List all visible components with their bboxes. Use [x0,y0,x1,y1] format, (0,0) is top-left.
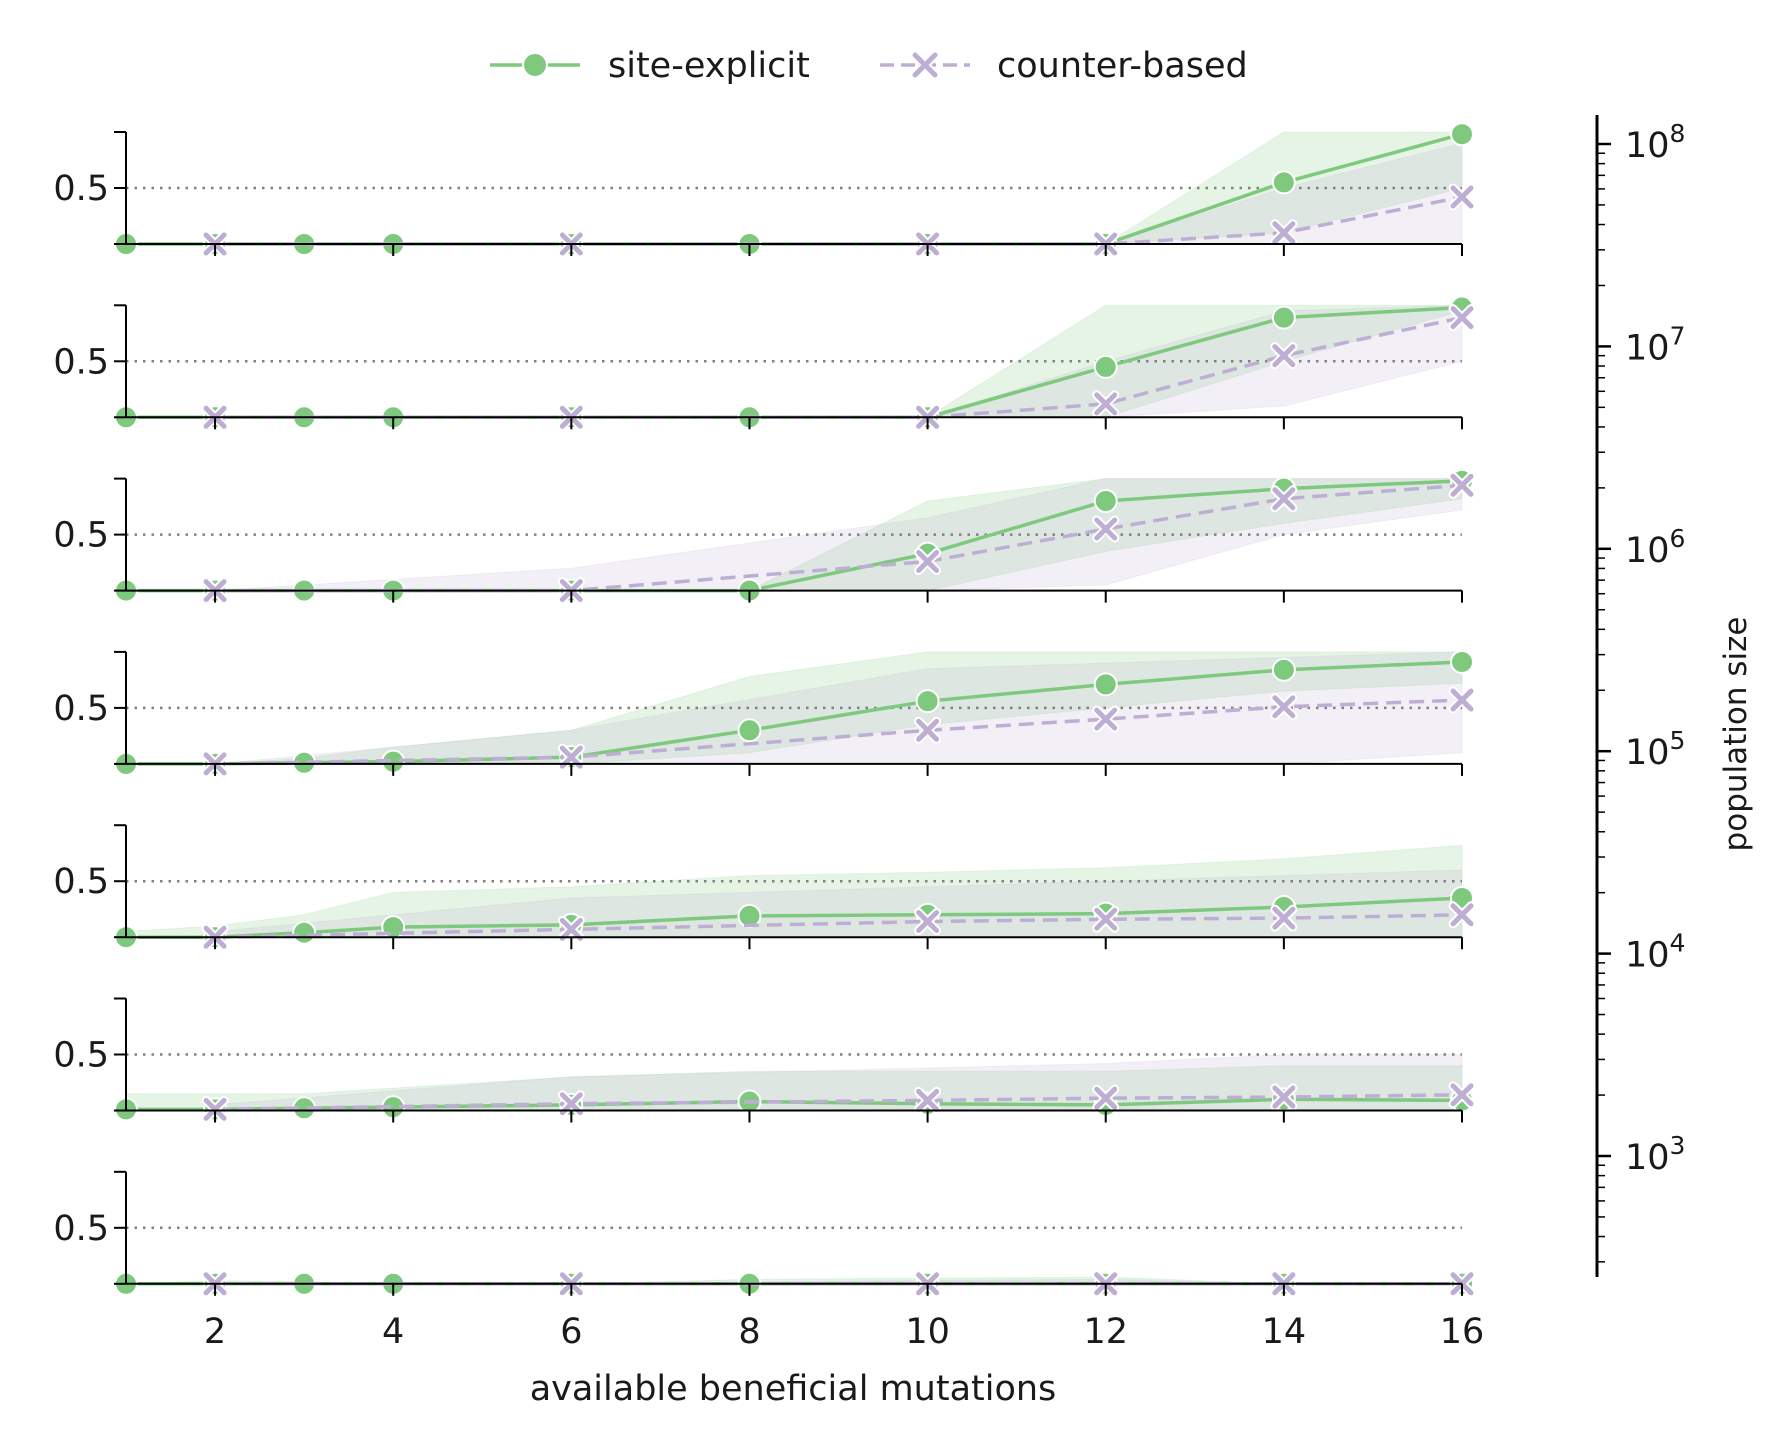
counter-based-point [1448,1081,1476,1109]
population-size-axis: 108 107 106 105 104 103 [1595,115,1685,1277]
counter-based-point [1270,342,1298,370]
counter-based-point [1092,390,1120,418]
counter-based-point-cross [1272,487,1296,511]
x-axis: 2 4 6 8 10 12 14 16 [204,1312,1484,1352]
legend-counter-based-marker [910,50,940,80]
panel-7: 0.5 [53,1170,1476,1298]
site-explicit-line [126,896,1463,939]
site-explicit-point [1093,672,1118,697]
y-tick-label: 0.5 [53,516,109,556]
counter-based-point [1270,485,1298,513]
counter-based-point-cross [1450,185,1474,209]
counter-based-point [1448,686,1476,714]
x-tick-label: 14 [1262,1312,1307,1352]
population-size-tick-label: 107 [1625,321,1685,368]
counter-based-point [914,716,942,744]
legend-site-explicit-label: site-explicit [608,46,810,86]
x-tick-label: 6 [560,1312,582,1352]
counter-based-point [1092,1084,1120,1112]
counter-based-point [914,547,942,575]
counter-based-line [215,483,1463,593]
population-size-tick-label: 103 [1625,1131,1685,1178]
panel-3: 0.5 [53,468,1476,605]
panel-2: 0.5 [53,295,1476,431]
x-tick-label: 12 [1083,1312,1128,1352]
panel-6: 0.5 [53,997,1476,1123]
y-tick-label: 0.5 [53,689,109,729]
counter-based-line [215,315,1463,420]
counter-based-point-cross [1272,1085,1296,1109]
site-explicit-point [1093,489,1118,513]
site-explicit-point [1450,649,1474,674]
counter-based-point-cross [1272,344,1296,368]
legend-site-explicit-marker [522,52,548,78]
population-size-tick-label: 106 [1625,524,1685,571]
counter-based-point-cross [1450,1083,1474,1107]
legend: site-explicit counter-based [490,46,1248,86]
x-tick-label: 16 [1440,1312,1485,1352]
x-tick-label: 2 [204,1312,226,1352]
x-tick-label: 8 [738,1312,760,1352]
counter-based-point [914,908,942,936]
counter-based-point-cross [1450,306,1474,330]
population-size-tick-label: 104 [1625,929,1685,976]
y-tick-label: 0.5 [53,342,109,382]
counter-based-point-cross [1450,903,1474,927]
counter-based-point [1092,515,1120,543]
counter-based-point-cross [1094,907,1118,931]
counter-based-point [557,915,585,943]
counter-based-point-cross [1272,906,1296,930]
counter-based-point-cross [916,718,940,742]
counter-based-point [1270,219,1298,247]
counter-based-point-cross [1094,707,1118,731]
x-axis-label: available beneficial mutations [530,1369,1057,1409]
counter-based-point-cross [1450,473,1474,497]
counter-based-point-cross [203,1097,227,1121]
site-explicit-point [1271,170,1296,195]
site-explicit-point [737,718,762,743]
counter-based-point-cross [916,1088,940,1112]
counter-based-point-cross [1272,221,1296,245]
panel-1: 0.5 [53,122,1476,258]
site-explicit-point [292,920,317,945]
counter-based-point [914,1086,942,1114]
x-tick-label: 10 [905,1312,950,1352]
panels: 0.5 0.5 0.5 0.5 0.5 0.5 0.5 [53,122,1476,1298]
site-explicit-point [1271,305,1296,330]
counter-based-point-cross [1094,392,1118,416]
counter-based-point [1448,304,1476,332]
counter-based-point-cross [1450,688,1474,712]
counter-based-point-cross [1272,695,1296,719]
site-explicit-point [915,689,940,714]
counter-based-point [1270,904,1298,932]
site-explicit-point [1093,354,1118,379]
population-size-axis-label: population size [1718,617,1754,852]
population-size-tick-label: 108 [1625,119,1685,166]
counter-based-point-cross [1094,517,1118,541]
x-tick-label: 4 [382,1312,404,1352]
counter-based-point [201,1095,229,1123]
population-size-tick-label: 105 [1625,726,1685,773]
y-tick-label: 0.5 [53,862,109,902]
panel-4: 0.5 [53,649,1476,778]
counter-based-point [1092,905,1120,933]
panel-5: 0.5 [53,824,1476,951]
counter-based-point [1270,1083,1298,1111]
counter-based-point-cross [559,917,583,941]
counter-based-point-cross [916,549,940,573]
site-explicit-point [1271,657,1296,682]
counter-based-point [1448,901,1476,929]
counter-based-point [1270,693,1298,721]
counter-based-point-cross [1094,1086,1118,1110]
legend-counter-based-label: counter-based [997,46,1248,86]
y-tick-label: 0.5 [53,1209,109,1249]
y-tick-label: 0.5 [53,169,109,209]
counter-based-point-cross [916,910,940,934]
site-explicit-point [1450,122,1474,147]
counter-based-point [1448,183,1476,211]
counter-based-point [1448,471,1476,499]
counter-based-point [1092,705,1120,733]
y-tick-label: 0.5 [53,1036,109,1076]
